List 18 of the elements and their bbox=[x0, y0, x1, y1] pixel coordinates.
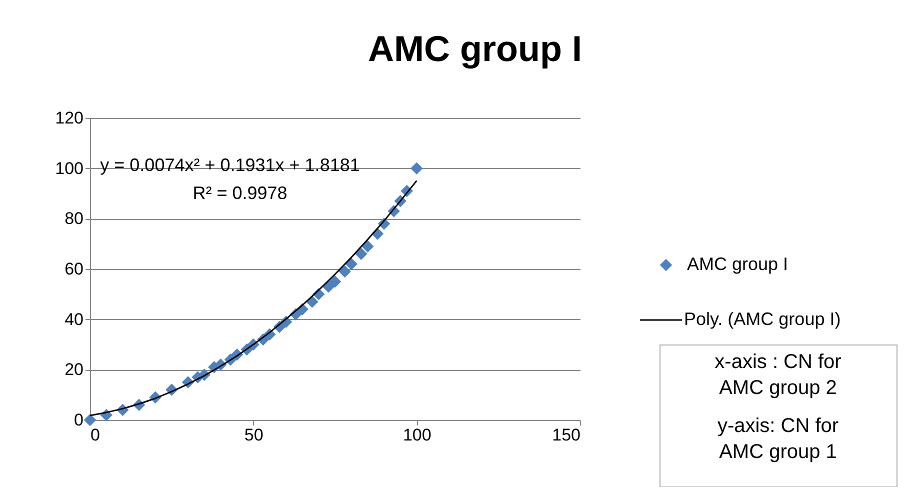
y-tick-label: 120 bbox=[55, 108, 84, 128]
x-tick-label: 0 bbox=[90, 426, 100, 444]
y-tick-label: 100 bbox=[55, 158, 84, 178]
x-tick-label: 150 bbox=[552, 426, 580, 444]
legend-label: Poly. (AMC group I) bbox=[684, 309, 841, 329]
y-tick-label: 60 bbox=[64, 260, 84, 278]
text: x-axis : CN for AMC group 2 bbox=[714, 351, 842, 399]
y-tick-label: 80 bbox=[64, 209, 84, 228]
y-tick-label: 0 bbox=[74, 410, 84, 430]
annotation: R² = 0.9978 bbox=[192, 183, 288, 203]
x-tick-label: 50 bbox=[244, 426, 264, 444]
text: y-axis: CN for AMC group 1 bbox=[717, 415, 839, 463]
y-tick-label: 20 bbox=[64, 360, 84, 380]
x-tick-label: 100 bbox=[402, 426, 432, 444]
y-tick-label: 40 bbox=[64, 310, 84, 329]
chart-title: AMC group I bbox=[368, 28, 582, 69]
legend-label: AMC group I bbox=[687, 254, 788, 274]
annotation: y = 0.0074x² + 0.1931x + 1.8181 bbox=[100, 155, 360, 175]
